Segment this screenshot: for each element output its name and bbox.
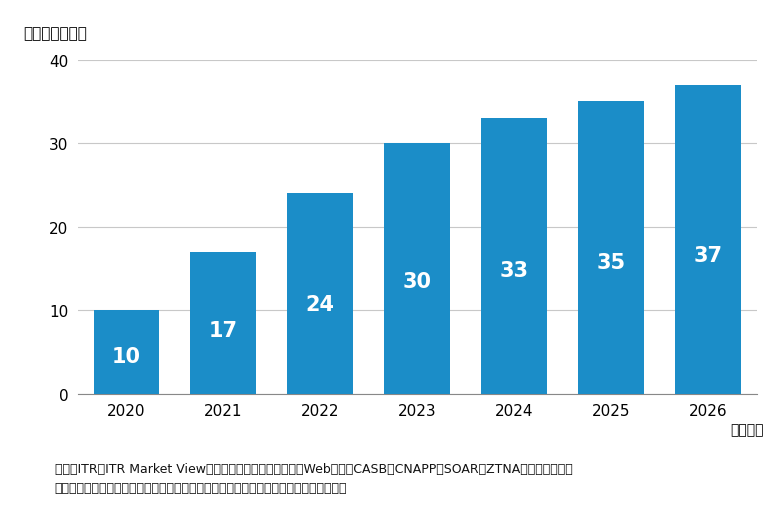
Bar (481, 119, 548, 394)
Text: 35: 35 (597, 252, 626, 273)
Bar (287, 194, 353, 394)
Text: 10: 10 (112, 346, 141, 367)
Text: 24: 24 (306, 294, 335, 314)
Bar (675, 85, 741, 394)
Bar (94, 311, 159, 394)
Bar (578, 102, 644, 394)
Text: 出典：ITR『ITR Market View：エンドポイント／無害化／Web分離／CASB／CNAPP／SOAR／ZTNA市場２０２３』: 出典：ITR『ITR Market View：エンドポイント／無害化／Web分離… (55, 462, 573, 475)
Text: 17: 17 (209, 320, 238, 340)
Bar (385, 144, 450, 394)
Text: （単位：億円）: （単位：億円） (23, 26, 87, 40)
Text: 37: 37 (693, 245, 722, 265)
Bar (190, 252, 257, 394)
Text: 30: 30 (402, 271, 432, 291)
Text: （年度）: （年度） (730, 422, 764, 436)
Text: 33: 33 (500, 260, 529, 280)
Text: ＊ベンダーの売上金額を対象とし、３月期ベースで換算。２０２２年度以降は予測値。: ＊ベンダーの売上金額を対象とし、３月期ベースで換算。２０２２年度以降は予測値。 (55, 481, 347, 494)
